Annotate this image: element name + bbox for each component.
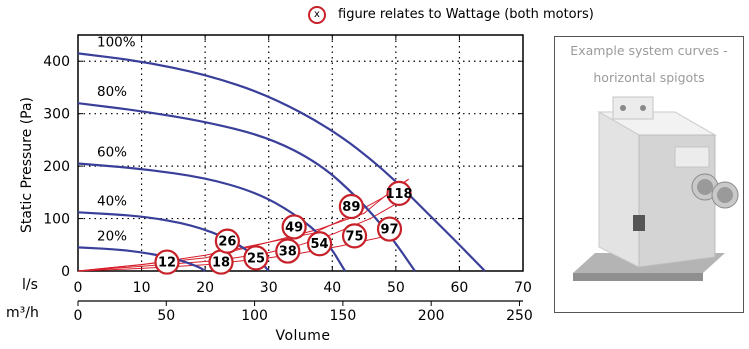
fan-curve-20	[77, 246, 206, 272]
photo-caption-line2: horizontal spigots	[593, 70, 705, 85]
x-tick-label-ls: 60	[451, 280, 469, 296]
plot-frame	[77, 34, 524, 272]
fan-curve-label: 80%	[97, 84, 127, 100]
wattage-label: 38	[279, 245, 297, 260]
wattage-marker	[341, 223, 368, 249]
wattage-marker	[306, 231, 333, 257]
wattage-marker	[386, 180, 412, 206]
y-tick-label: 100	[43, 212, 70, 228]
fan-curve-label: 20%	[97, 228, 127, 244]
x-tick-label-ls: 40	[323, 280, 341, 296]
wattage-label: 12	[158, 256, 176, 271]
wattage-label: 89	[342, 200, 360, 215]
fan-curve-80	[77, 102, 416, 272]
x-tick-label-m3h: 100	[241, 308, 268, 324]
x-tick-label-ls: 20	[196, 280, 214, 296]
x-tick-label-ls: 0	[74, 280, 83, 296]
x-tick-label-ls: 10	[133, 280, 151, 296]
wattage-label: 25	[247, 251, 265, 266]
y-tick-label: 400	[43, 54, 70, 70]
wattage-marker	[243, 245, 269, 271]
x-tick-label-m3h: 0	[74, 308, 83, 324]
product-photo-panel: Example system curves - horizontal spigo…	[554, 36, 744, 313]
system-curve	[77, 236, 384, 272]
wattage-marker	[376, 216, 403, 242]
x-tick-label-m3h: 250	[506, 308, 533, 324]
x-tick-label-m3h: 50	[157, 308, 175, 324]
wattage-marker	[338, 193, 364, 220]
wattage-label: 118	[385, 187, 412, 202]
y-tick-label: 0	[61, 264, 70, 280]
fan-curve-label: 60%	[97, 144, 127, 160]
wattage-marker	[281, 214, 307, 240]
x-tick-label-m3h: 200	[418, 308, 445, 324]
fan-curve-60	[77, 162, 346, 272]
wattage-marker	[154, 249, 180, 275]
system-curve	[77, 178, 409, 272]
y-tick-label: 300	[43, 107, 70, 123]
fan-curve-label: 40%	[97, 193, 127, 209]
wattage-label: 26	[218, 235, 236, 250]
wattage-marker	[275, 238, 301, 264]
wattage-label: 75	[345, 229, 363, 244]
unit-ls: l/s	[22, 277, 38, 293]
x-tick-label-ls: 30	[260, 280, 278, 296]
wattage-label: 18	[212, 256, 230, 271]
legend-marker-icon: x	[308, 6, 326, 24]
y-tick-label: 200	[43, 159, 70, 175]
legend-text: figure relates to Wattage (both motors)	[338, 7, 594, 22]
x-tick-label-ls: 50	[387, 280, 405, 296]
unit-m3h: m³/h	[6, 305, 39, 321]
fan-curve-label: 100%	[97, 34, 136, 50]
x-tick-label-m3h: 150	[330, 308, 357, 324]
wattage-marker	[214, 228, 240, 254]
photo-caption-line1: Example system curves -	[570, 43, 728, 58]
x-tick-label-ls: 70	[514, 280, 532, 296]
wattage-label: 49	[285, 220, 303, 235]
x-axis-label: Volume	[275, 328, 331, 344]
wattage-label: 54	[311, 237, 329, 252]
fan-curve-100	[77, 52, 486, 272]
product-image	[573, 96, 739, 281]
wattage-label: 97	[380, 223, 398, 238]
